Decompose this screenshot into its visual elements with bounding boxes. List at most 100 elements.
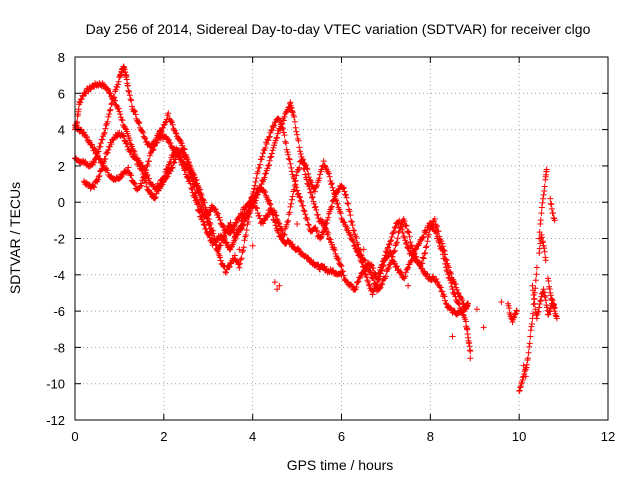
data-point-track-d [189, 189, 196, 196]
data-point-track-c [447, 304, 454, 311]
data-point-track-c [144, 171, 151, 178]
data-point-track-c [93, 177, 100, 184]
data-point-track-b [258, 156, 265, 163]
data-point-track-b [240, 244, 247, 251]
data-point-track-d [451, 290, 458, 297]
data-point-track-a [149, 191, 156, 198]
data-point-track-a [104, 85, 111, 92]
data-point-track-a [78, 95, 85, 102]
data-point-track-b [241, 237, 248, 244]
data-point-track-d [176, 153, 183, 160]
data-point-track-b [101, 129, 108, 136]
data-point-isolated [249, 242, 256, 249]
data-point-track-c [95, 173, 102, 180]
data-point-track-c [350, 238, 357, 245]
data-point-track-d [174, 147, 181, 154]
data-point-track-b [288, 168, 295, 175]
data-point-track-c [102, 156, 109, 162]
data-point-track-d [328, 241, 335, 248]
data-point-track-b [220, 262, 227, 269]
data-point-track-d [240, 221, 246, 228]
data-point-track-d [125, 164, 132, 171]
data-point-track-c [437, 284, 444, 291]
data-point-track-d [303, 176, 310, 183]
data-point-track-b [250, 188, 257, 195]
data-point-track-b [262, 145, 269, 151]
data-point-track-b [271, 122, 278, 129]
data-point-track-e [540, 191, 547, 198]
data-point-track-e [535, 308, 542, 315]
data-point-track-b [157, 128, 164, 135]
data-point-track-d [291, 118, 298, 125]
data-point-track-a [106, 89, 113, 96]
data-point-track-c [358, 258, 365, 265]
y-tick-label: -12 [46, 413, 65, 428]
data-point-track-c [289, 193, 296, 200]
data-point-track-c [287, 203, 294, 210]
data-point-track-b [108, 101, 115, 108]
data-point-track-d [201, 222, 208, 229]
data-point-track-b [422, 244, 429, 251]
axis-ticks: 0 2 4 6 8 10 12 -12 -10 -8 -6 -4 -2 0 2 4 6 8 [46, 50, 615, 444]
data-point-track-b [198, 191, 205, 198]
data-point-track-d [441, 255, 448, 262]
data-point-track-d [312, 203, 319, 210]
data-point-track-e [533, 264, 540, 271]
data-point-track-b [217, 254, 224, 261]
data-point-track-e [532, 277, 539, 284]
data-point-track-c [286, 209, 293, 216]
data-point-track-e [525, 349, 532, 356]
data-point-track-b [345, 200, 352, 207]
data-point-track-d [297, 148, 303, 155]
data-point-track-c [104, 149, 111, 156]
data-point-isolated [498, 299, 505, 305]
data-point-track-b [302, 211, 309, 218]
data-point-track-b [423, 243, 430, 250]
data-point-track-e [523, 361, 530, 368]
data-point-track-d [265, 162, 272, 169]
data-point-track-b [251, 182, 258, 189]
data-point-track-b [125, 87, 132, 94]
data-point-track-c [254, 205, 261, 212]
data-point-track-b [351, 227, 358, 234]
data-point-track-b [99, 136, 106, 143]
data-point-track-c [346, 231, 353, 238]
data-point-track-b [102, 125, 109, 132]
data-point-track-e [530, 287, 536, 294]
data-point-track-b [214, 248, 221, 255]
data-point-track-d [200, 221, 207, 228]
data-point-track-c [442, 297, 449, 304]
data-point-track-c [341, 219, 348, 226]
data-point-track-d [327, 236, 334, 243]
data-point-track-c [190, 181, 197, 188]
data-point-track-c [185, 161, 192, 168]
data-point-track-b [97, 143, 104, 150]
data-point-track-d [279, 120, 286, 127]
data-point-track-c [256, 212, 263, 219]
data-point-track-d [313, 207, 320, 213]
data-point-track-c [91, 184, 98, 191]
data-point-track-d [185, 174, 192, 181]
data-point-track-c [328, 180, 335, 187]
data-point-track-c [332, 196, 339, 202]
data-point-track-c [311, 188, 318, 195]
data-point-track-b [132, 111, 139, 118]
data-point-track-d [191, 194, 198, 201]
data-point-track-d [292, 124, 299, 131]
data-point-track-a [151, 195, 158, 202]
data-point-track-b [223, 269, 229, 276]
data-point-track-c [283, 221, 290, 228]
data-point-track-a [289, 241, 296, 248]
data-point-track-e [526, 340, 533, 347]
data-point-track-d [436, 239, 443, 246]
data-point-track-a [167, 168, 174, 175]
data-point-track-d [188, 185, 195, 192]
data-point-track-d [403, 239, 410, 246]
data-point-track-b [353, 235, 360, 241]
data-point-track-c [214, 210, 221, 217]
data-point-track-b [342, 191, 349, 198]
data-point-track-b [420, 255, 427, 262]
data-point-track-d [411, 250, 417, 257]
data-point-track-d [319, 217, 326, 224]
